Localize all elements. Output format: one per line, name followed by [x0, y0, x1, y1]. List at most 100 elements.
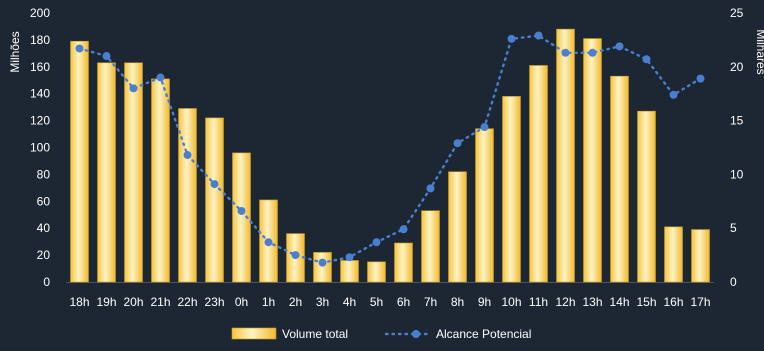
y-right-tick-label: 25 [730, 6, 744, 20]
x-tick-label: 19h [96, 295, 116, 309]
line-point [669, 90, 678, 99]
x-tick-label: 20h [123, 295, 143, 309]
y-right-tick-label: 10 [730, 167, 744, 181]
line-point [210, 180, 219, 189]
line-point [129, 84, 138, 93]
bar [664, 226, 683, 283]
x-tick-label: 23h [204, 295, 224, 309]
y-axis-left-title: Milhões [8, 31, 22, 72]
x-tick-label: 6h [397, 295, 410, 309]
alcance-line [78, 34, 702, 264]
bar [637, 110, 656, 283]
bar [691, 229, 710, 283]
y-axis-left: 0 20 40 60 80 100 120 140 160 180 200 [30, 6, 50, 289]
x-tick-label: 2h [289, 295, 302, 309]
line-point [588, 48, 597, 57]
y-left-tick-label: 140 [30, 87, 50, 101]
bar [502, 96, 521, 283]
bar [232, 152, 251, 283]
line-point [453, 139, 462, 148]
line-point [291, 251, 300, 260]
y-right-tick-label: 15 [730, 114, 744, 128]
y-right-tick-label: 5 [730, 221, 737, 235]
line-point [264, 238, 273, 247]
line-point [156, 73, 165, 82]
x-tick-label: 1h [262, 295, 275, 309]
line-point [696, 74, 705, 83]
bar [448, 171, 467, 283]
line-point [426, 184, 435, 193]
legend-swatch-volume [231, 327, 277, 340]
bar [556, 28, 575, 283]
y-left-tick-label: 100 [30, 141, 50, 155]
x-tick-label: 7h [424, 295, 437, 309]
line-point [534, 31, 543, 40]
y-left-tick-label: 180 [30, 33, 50, 47]
bar [340, 260, 359, 283]
legend-label-volume: Volume total [282, 327, 348, 341]
bar [178, 108, 197, 283]
x-tick-label: 13h [582, 295, 602, 309]
bar [421, 210, 440, 283]
y-left-tick-label: 0 [43, 275, 50, 289]
line-point [75, 44, 84, 53]
line-point [642, 55, 651, 64]
x-tick-label: 14h [609, 295, 629, 309]
y-left-tick-label: 200 [30, 6, 50, 20]
bar [367, 261, 386, 283]
y-left-tick-label: 80 [37, 167, 51, 181]
y-axis-right: 0 5 10 15 20 25 [730, 6, 744, 289]
line-series [75, 31, 705, 267]
legend-label-alcance: Alcance Potencial [436, 327, 531, 341]
x-axis: 18h 19h 20h 21h 22h 23h 0h 1h 2h 3h 4h 5h 6h 7h 8h 9h 10… [69, 295, 710, 309]
y-right-tick-label: 20 [730, 60, 744, 74]
line-point [561, 48, 570, 57]
line-point [318, 258, 327, 267]
line-point [237, 206, 246, 215]
x-tick-label: 4h [343, 295, 356, 309]
x-tick-label: 3h [316, 295, 329, 309]
bar [529, 65, 548, 283]
x-tick-label: 15h [636, 295, 656, 309]
y-right-tick-label: 0 [730, 275, 737, 289]
y-left-tick-label: 20 [37, 248, 51, 262]
bar [124, 62, 143, 283]
x-tick-label: 22h [177, 295, 197, 309]
bar [313, 252, 332, 283]
line-point [399, 225, 408, 234]
line-point [183, 151, 192, 160]
x-tick-label: 8h [451, 295, 464, 309]
line-point [372, 238, 381, 247]
y-axis-right-title: Milhares [754, 29, 764, 74]
y-left-tick-label: 40 [37, 221, 51, 235]
legend: Volume total Alcance Potencial [231, 327, 531, 341]
bar-series [70, 28, 710, 283]
x-tick-label: 16h [663, 295, 683, 309]
line-point [615, 42, 624, 51]
bar [70, 40, 89, 283]
bar [610, 75, 629, 283]
x-tick-label: 21h [150, 295, 170, 309]
line-point [102, 52, 111, 61]
line-point [480, 123, 489, 132]
line-point [507, 34, 516, 43]
legend-marker-alcance [412, 330, 420, 338]
x-tick-label: 0h [235, 295, 248, 309]
line-point [345, 253, 354, 262]
x-tick-label: 10h [501, 295, 521, 309]
x-tick-label: 12h [555, 295, 575, 309]
x-tick-label: 18h [69, 295, 89, 309]
bar [151, 78, 170, 283]
x-tick-label: 17h [690, 295, 710, 309]
y-left-tick-label: 60 [37, 194, 51, 208]
x-tick-label: 9h [478, 295, 491, 309]
bar [97, 62, 116, 283]
bar [475, 128, 494, 283]
bar [583, 38, 602, 283]
y-left-tick-label: 160 [30, 60, 50, 74]
bar [394, 242, 413, 283]
bar [205, 117, 224, 283]
x-tick-label: 11h [529, 295, 548, 309]
